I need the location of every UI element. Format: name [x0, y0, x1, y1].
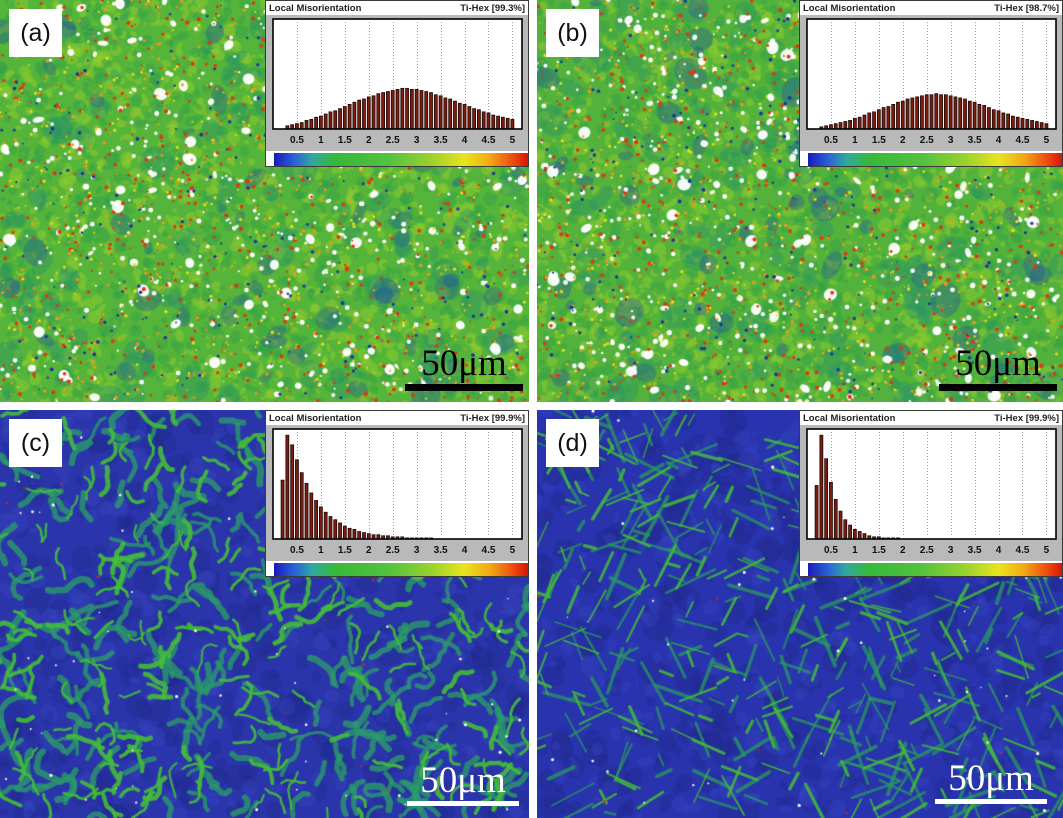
- scalebar-line-c: [407, 801, 519, 806]
- panel-label-c: (c): [9, 419, 62, 467]
- scalebar-c: 50μm: [407, 762, 519, 806]
- inset-title-c: Local Misorientation: [269, 412, 362, 424]
- scalebar-d: 50μm: [935, 760, 1047, 804]
- scalebar-line-a: [405, 384, 523, 391]
- panel-c: (c) Local Misorientation Ti-Hex [99.9%] …: [0, 410, 529, 818]
- panel-label-text-a: (a): [20, 18, 51, 47]
- panel-a: (a) Local Misorientation Ti-Hex [99.3%] …: [0, 0, 529, 402]
- scalebar-line-b: [939, 384, 1057, 391]
- panel-label-text-c: (c): [20, 428, 51, 457]
- scalebar-b: 50μm: [939, 345, 1057, 391]
- inset-title-a: Local Misorientation: [269, 2, 362, 14]
- inset-titlebar-d: Local Misorientation Ti-Hex [99.9%]: [800, 411, 1062, 425]
- scalebar-line-d: [935, 799, 1047, 804]
- inset-phase-label-c: Ti-Hex [99.9%]: [460, 412, 525, 424]
- inset-phase-label-a: Ti-Hex [99.3%]: [460, 2, 525, 14]
- colorbar-row-b: [800, 151, 1062, 166]
- histogram-canvas-d: [800, 425, 1062, 561]
- misorientation-colorbar-c: [274, 563, 528, 576]
- misorientation-inset-a: Local Misorientation Ti-Hex [99.3%]: [265, 0, 529, 167]
- misorientation-inset-c: Local Misorientation Ti-Hex [99.9%]: [265, 410, 529, 577]
- misorientation-inset-d: Local Misorientation Ti-Hex [99.9%]: [799, 410, 1063, 577]
- colorbar-row-d: [800, 561, 1062, 576]
- histogram-canvas-b: [800, 15, 1062, 151]
- colorbar-row-c: [266, 561, 528, 576]
- misorientation-inset-b: Local Misorientation Ti-Hex [98.7%]: [799, 0, 1063, 167]
- panel-b: (b) Local Misorientation Ti-Hex [98.7%] …: [537, 0, 1063, 402]
- panel-label-d: (d): [546, 419, 599, 467]
- misorientation-colorbar-d: [808, 563, 1062, 576]
- inset-titlebar-c: Local Misorientation Ti-Hex [99.9%]: [266, 411, 528, 425]
- panel-label-text-b: (b): [557, 18, 588, 47]
- misorientation-colorbar-b: [808, 153, 1062, 166]
- inset-title-b: Local Misorientation: [803, 2, 896, 14]
- inset-title-d: Local Misorientation: [803, 412, 896, 424]
- scalebar-text-c: 50μm: [420, 760, 506, 801]
- inset-phase-label-b: Ti-Hex [98.7%]: [994, 2, 1059, 14]
- histogram-canvas-a: [266, 15, 528, 151]
- scalebar-text-b: 50μm: [955, 343, 1041, 384]
- panel-label-b: (b): [546, 9, 599, 57]
- histogram-canvas-c: [266, 425, 528, 561]
- panel-d: (d) Local Misorientation Ti-Hex [99.9%] …: [537, 410, 1063, 818]
- scalebar-text-a: 50μm: [421, 343, 507, 384]
- inset-titlebar-b: Local Misorientation Ti-Hex [98.7%]: [800, 1, 1062, 15]
- panel-label-text-d: (d): [557, 428, 588, 457]
- inset-phase-label-d: Ti-Hex [99.9%]: [994, 412, 1059, 424]
- colorbar-row-a: [266, 151, 528, 166]
- scalebar-a: 50μm: [405, 345, 523, 391]
- scalebar-text-d: 50μm: [948, 758, 1034, 799]
- panel-label-a: (a): [9, 9, 62, 57]
- misorientation-colorbar-a: [274, 153, 528, 166]
- inset-titlebar-a: Local Misorientation Ti-Hex [99.3%]: [266, 1, 528, 15]
